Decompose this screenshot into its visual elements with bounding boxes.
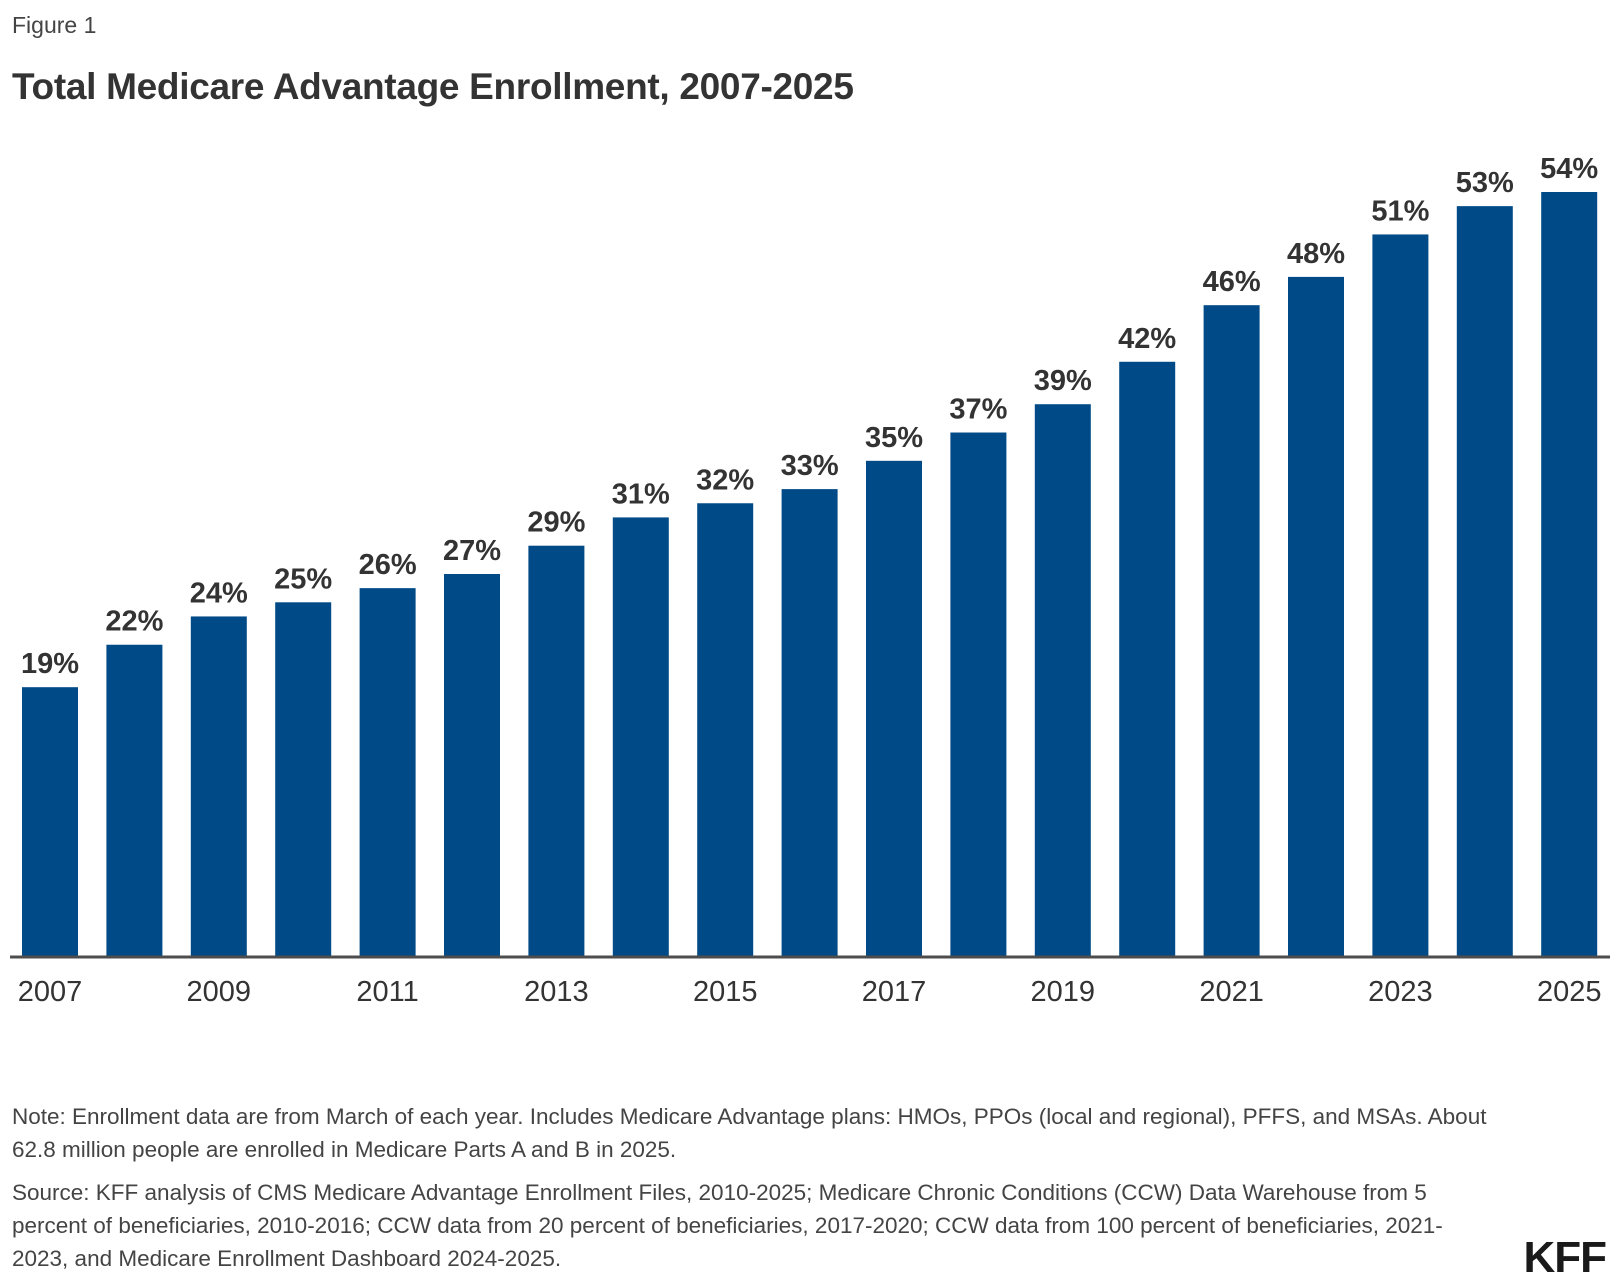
- value-label-2010: 25%: [274, 563, 332, 595]
- value-label-2012: 27%: [443, 535, 501, 567]
- figure-label: Figure 1: [12, 12, 97, 38]
- x-tick-label-2015: 2015: [693, 976, 758, 1008]
- x-tick-label-2011: 2011: [356, 976, 418, 1008]
- bar-2015: [697, 503, 754, 956]
- bar-2018: [950, 432, 1007, 956]
- value-label-2019: 39%: [1034, 365, 1092, 397]
- bar-2016: [781, 489, 838, 956]
- chart-source: Source: KFF analysis of CMS Medicare Adv…: [12, 1180, 1443, 1271]
- value-label-2008: 22%: [105, 606, 163, 638]
- value-label-2014: 31%: [612, 478, 670, 510]
- bar-2014: [612, 517, 669, 956]
- bar-2022: [1288, 276, 1344, 956]
- value-label-2025: 54%: [1540, 153, 1598, 185]
- kff-logo: KFF: [1523, 1233, 1607, 1282]
- bar-2010: [275, 602, 332, 956]
- x-tick-label-2019: 2019: [1031, 976, 1096, 1008]
- bar-2008: [106, 644, 163, 956]
- value-label-2011: 26%: [359, 549, 417, 581]
- bar-2024: [1456, 206, 1513, 957]
- x-tick-label-2021: 2021: [1199, 976, 1264, 1008]
- value-labels-group: 19% 22% 24% 25% 26% 27% 29% 31% 32% 33% 35% 37% 39% 4…: [21, 153, 1598, 680]
- x-tick-label-2017: 2017: [862, 976, 927, 1008]
- bar-2009: [190, 616, 247, 956]
- x-tick-label-2009: 2009: [187, 976, 252, 1008]
- value-label-2021: 46%: [1203, 266, 1261, 298]
- value-label-2020: 42%: [1118, 323, 1176, 355]
- value-label-2022: 48%: [1287, 238, 1345, 270]
- value-label-2017: 35%: [865, 422, 923, 454]
- value-label-2023: 51%: [1371, 195, 1429, 227]
- bar-2007: [22, 687, 78, 956]
- value-label-2015: 32%: [696, 464, 754, 496]
- value-label-2007: 19%: [21, 648, 79, 680]
- chart-title: Total Medicare Advantage Enrollment, 200…: [12, 66, 854, 107]
- bar-2019: [1034, 404, 1091, 956]
- bar-2020: [1119, 361, 1176, 956]
- bar-2017: [866, 460, 922, 956]
- x-tick-label-2023: 2023: [1368, 976, 1433, 1008]
- value-label-2024: 53%: [1456, 167, 1514, 199]
- value-label-2018: 37%: [949, 394, 1007, 426]
- chart-note: Note: Enrollment data are from March of …: [12, 1104, 1487, 1162]
- value-label-2016: 33%: [781, 450, 839, 482]
- bar-2023: [1372, 234, 1429, 956]
- x-tick-label-2025: 2025: [1537, 976, 1602, 1008]
- bar-chart: 19% 22% 24% 25% 26% 27% 29% 31% 32% 33% 35% 37% 39% 4…: [10, 153, 1610, 1008]
- bars-group: [22, 192, 1598, 957]
- bar-2012: [444, 574, 500, 956]
- x-tick-label-2007: 2007: [18, 976, 83, 1008]
- x-tick-label-2013: 2013: [524, 976, 589, 1008]
- bar-2011: [359, 588, 416, 956]
- x-tick-labels-group: 2007 2009 2011 2013 2015 2017 2019 2021 2023 2025: [18, 976, 1602, 1008]
- value-label-2013: 29%: [527, 507, 585, 539]
- bar-2025: [1541, 192, 1598, 956]
- bar-2013: [528, 545, 585, 956]
- value-label-2009: 24%: [190, 577, 248, 609]
- bar-2021: [1203, 305, 1260, 956]
